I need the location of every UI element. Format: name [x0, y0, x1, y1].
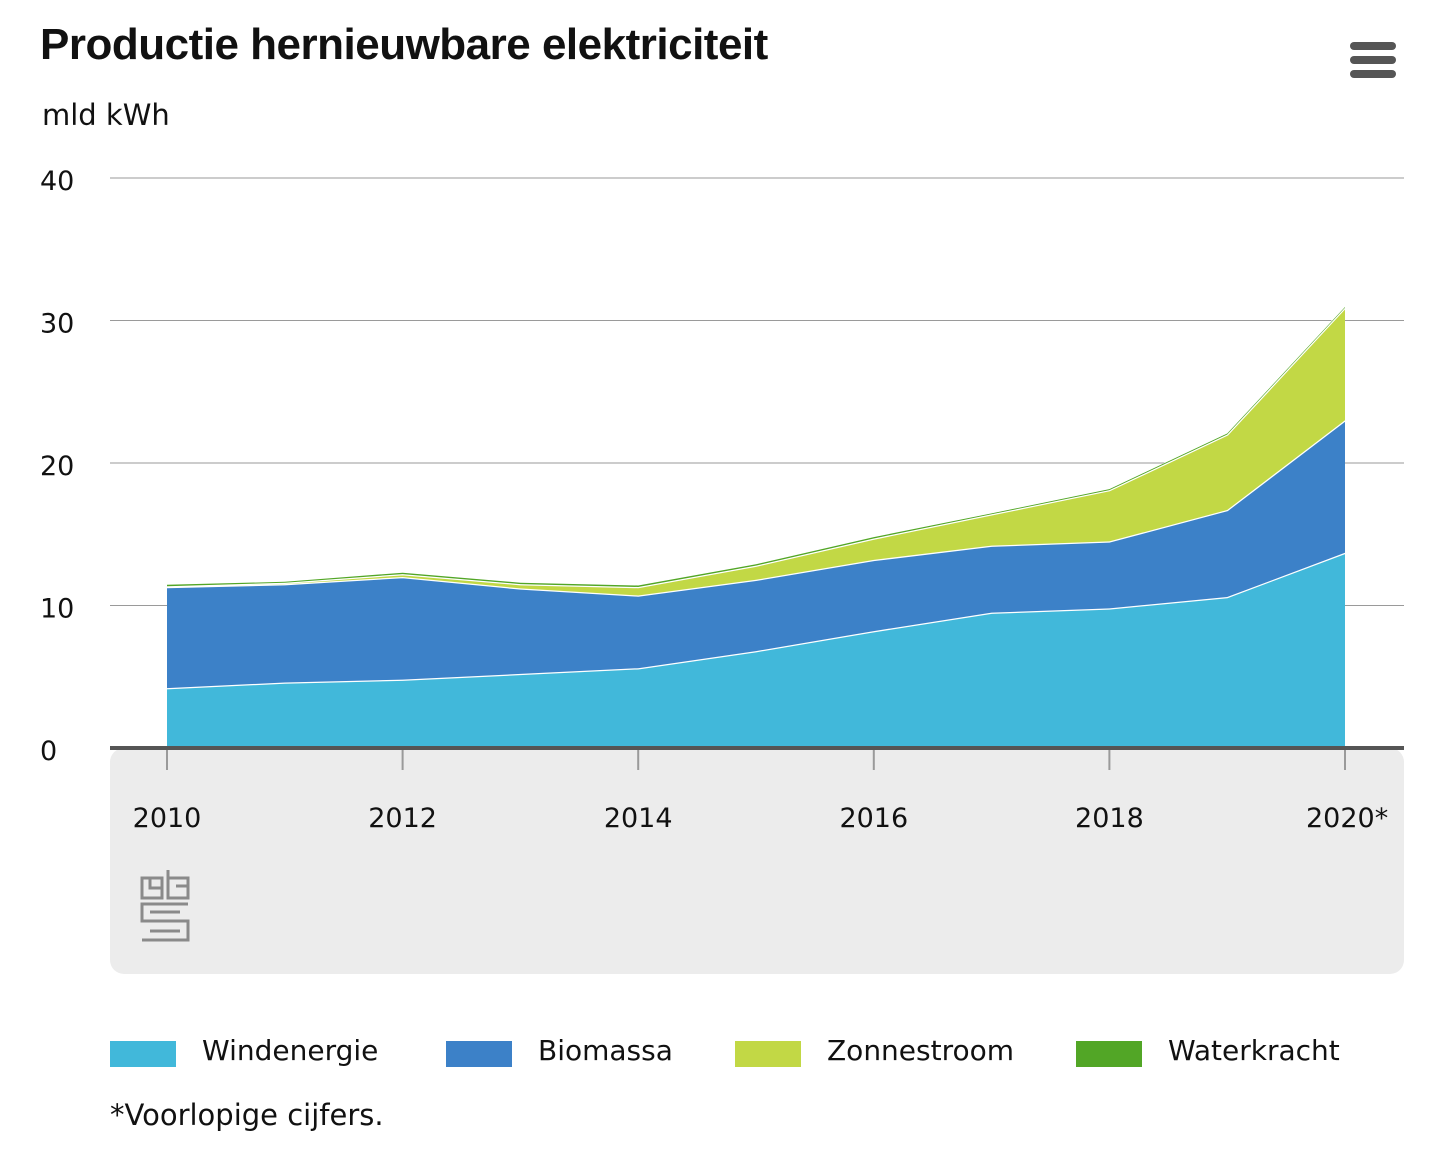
- legend-item-zonnestroom[interactable]: Zonnestroom: [735, 1034, 1014, 1067]
- area-windenergie[interactable]: [167, 552, 1345, 748]
- y-tick-label: 0: [40, 736, 57, 767]
- y-tick-labels: 0 10 20 30 40: [40, 166, 74, 767]
- y-tick-label: 30: [40, 309, 74, 340]
- stacked-areas: [166, 306, 1346, 748]
- y-tick-label: 40: [40, 166, 74, 197]
- x-tick-label: 2010: [133, 803, 202, 834]
- y-tick-label: 20: [40, 451, 74, 482]
- area-zonnestroom[interactable]: [167, 307, 1345, 596]
- x-tick-label: 2012: [368, 803, 437, 834]
- x-tick-label: 2014: [604, 803, 673, 834]
- footnote: *Voorlopige cijfers.: [110, 1098, 384, 1132]
- x-tick-labels: 2010 2012 2014 2016 2018 2020*: [133, 750, 1388, 834]
- y-tick-label: 10: [40, 594, 74, 625]
- y-axis-unit-label: mld kWh: [42, 98, 170, 132]
- legend: Windenergie Biomassa Zonnestroom Waterkrach…: [110, 1034, 1340, 1067]
- legend-swatch: [1076, 1041, 1142, 1067]
- legend-label: Waterkracht: [1168, 1034, 1340, 1067]
- legend-label: Windenergie: [202, 1034, 378, 1067]
- legend-item-biomassa[interactable]: Biomassa: [446, 1034, 673, 1067]
- x-tick-label: 2016: [839, 803, 908, 834]
- area-biomassa[interactable]: [167, 420, 1345, 689]
- cbs-logo-icon: [140, 870, 190, 942]
- legend-swatch: [735, 1041, 801, 1067]
- x-axis-panel: [110, 748, 1404, 974]
- legend-item-waterkracht[interactable]: Waterkracht: [1076, 1034, 1340, 1067]
- chart-title: Productie hernieuwbare elektriciteit: [40, 20, 768, 69]
- legend-swatch: [110, 1041, 176, 1067]
- legend-swatch: [446, 1041, 512, 1067]
- legend-label: Zonnestroom: [827, 1034, 1014, 1067]
- legend-label: Biomassa: [538, 1034, 673, 1067]
- hamburger-menu-icon[interactable]: [1350, 42, 1398, 78]
- x-tick-label: 2020*: [1306, 803, 1388, 834]
- legend-item-windenergie[interactable]: Windenergie: [110, 1034, 378, 1067]
- x-tick-label: 2018: [1075, 803, 1144, 834]
